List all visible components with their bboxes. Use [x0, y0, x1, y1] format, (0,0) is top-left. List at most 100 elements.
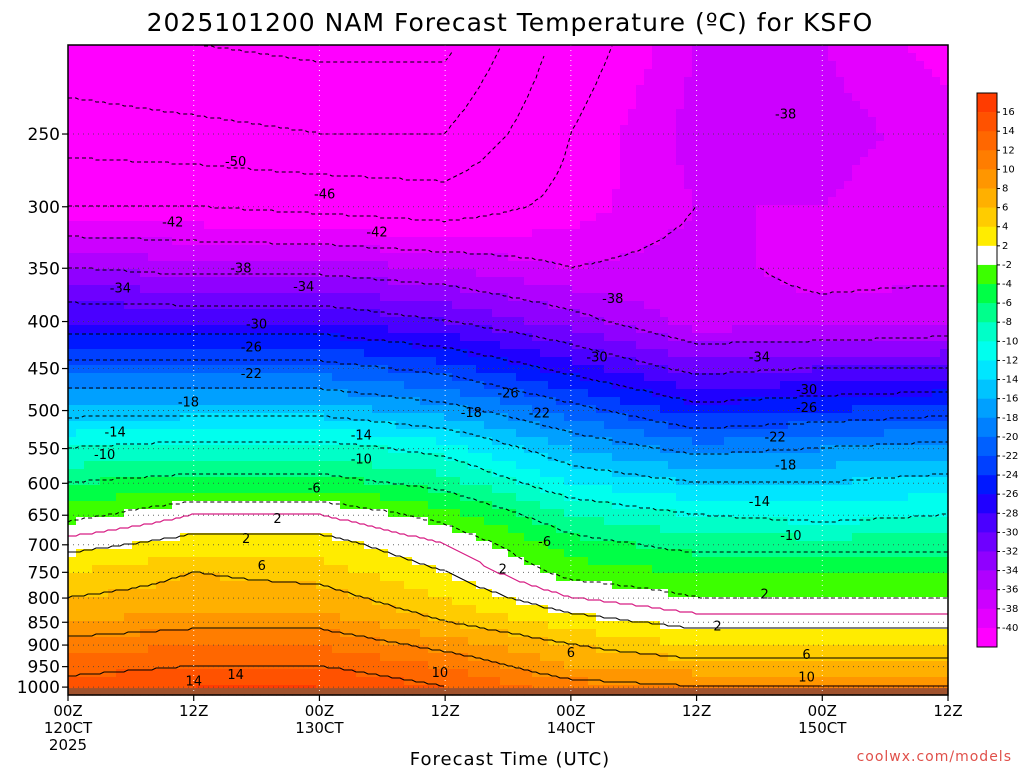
field-cell [364, 181, 373, 190]
field-cell [476, 85, 485, 94]
field-cell [548, 453, 557, 462]
field-cell [436, 413, 445, 422]
field-cell [276, 541, 285, 550]
field-cell [476, 125, 485, 134]
field-cell [396, 109, 405, 118]
field-cell [548, 341, 557, 350]
field-cell [124, 621, 133, 630]
field-cell [484, 197, 493, 206]
field-cell [68, 285, 77, 294]
field-cell [156, 645, 165, 654]
field-cell [68, 597, 77, 606]
field-cell [388, 477, 397, 486]
field-cell [292, 229, 301, 238]
field-cell [76, 45, 85, 54]
field-cell [388, 285, 397, 294]
field-cell [140, 661, 149, 670]
field-cell [76, 125, 85, 134]
field-cell [468, 389, 477, 398]
field-cell [108, 85, 117, 94]
field-cell [260, 549, 269, 558]
field-cell [284, 533, 293, 542]
field-cell [524, 517, 533, 526]
field-cell [508, 565, 517, 574]
field-cell [492, 269, 501, 278]
field-cell [324, 613, 333, 622]
field-cell [316, 437, 325, 446]
field-cell [268, 581, 277, 590]
field-cell [268, 245, 277, 254]
field-cell [484, 525, 493, 534]
field-cell [308, 149, 317, 158]
field-cell [452, 517, 461, 526]
field-cell [396, 461, 405, 470]
field-cell [532, 549, 541, 558]
field-cell [308, 357, 317, 366]
field-cell [196, 525, 205, 534]
field-cell [196, 53, 205, 62]
field-cell [228, 541, 237, 550]
field-cell [108, 101, 117, 110]
field-cell [196, 85, 205, 94]
field-cell [380, 237, 389, 246]
field-cell [340, 125, 349, 134]
field-cell [284, 517, 293, 526]
field-cell [220, 421, 229, 430]
field-cell [548, 213, 557, 222]
field-cell [516, 269, 525, 278]
field-cell [508, 421, 517, 430]
field-cell [308, 597, 317, 606]
field-cell [324, 325, 333, 334]
field-cell [340, 541, 349, 550]
field-cell [412, 141, 421, 150]
field-cell [316, 93, 325, 102]
field-cell [484, 365, 493, 374]
field-cell [260, 541, 269, 550]
field-cell [348, 221, 357, 230]
field-cell [188, 109, 197, 118]
field-cell [396, 637, 405, 646]
field-cell [260, 485, 269, 494]
field-cell [180, 173, 189, 182]
field-cell [308, 301, 317, 310]
field-cell [284, 189, 293, 198]
field-cell [460, 645, 469, 654]
field-cell [164, 165, 173, 174]
field-cell [292, 573, 301, 582]
field-cell [540, 677, 549, 686]
field-cell [236, 485, 245, 494]
field-cell [76, 365, 85, 374]
field-cell [180, 549, 189, 558]
field-cell [188, 629, 197, 638]
field-cell [396, 173, 405, 182]
field-cell [548, 389, 557, 398]
field-cell [148, 213, 157, 222]
field-cell [180, 421, 189, 430]
field-cell [492, 581, 501, 590]
field-cell [300, 557, 309, 566]
field-cell [268, 229, 277, 238]
field-cell [76, 357, 85, 366]
field-cell [76, 189, 85, 198]
field-cell [220, 189, 229, 198]
field-cell [444, 85, 453, 94]
field-cell [436, 157, 445, 166]
field-cell [156, 453, 165, 462]
field-cell [180, 85, 189, 94]
field-cell [84, 533, 93, 542]
field-cell [132, 101, 141, 110]
field-cell [196, 629, 205, 638]
field-cell [524, 197, 533, 206]
field-cell [500, 349, 509, 358]
field-cell [348, 565, 357, 574]
field-cell [100, 341, 109, 350]
field-cell [292, 205, 301, 214]
field-cell [540, 653, 549, 662]
field-cell [476, 645, 485, 654]
field-cell [508, 341, 517, 350]
field-cell [68, 245, 77, 254]
field-cell [292, 373, 301, 382]
field-cell [348, 381, 357, 390]
field-cell [436, 85, 445, 94]
field-cell [76, 445, 85, 454]
